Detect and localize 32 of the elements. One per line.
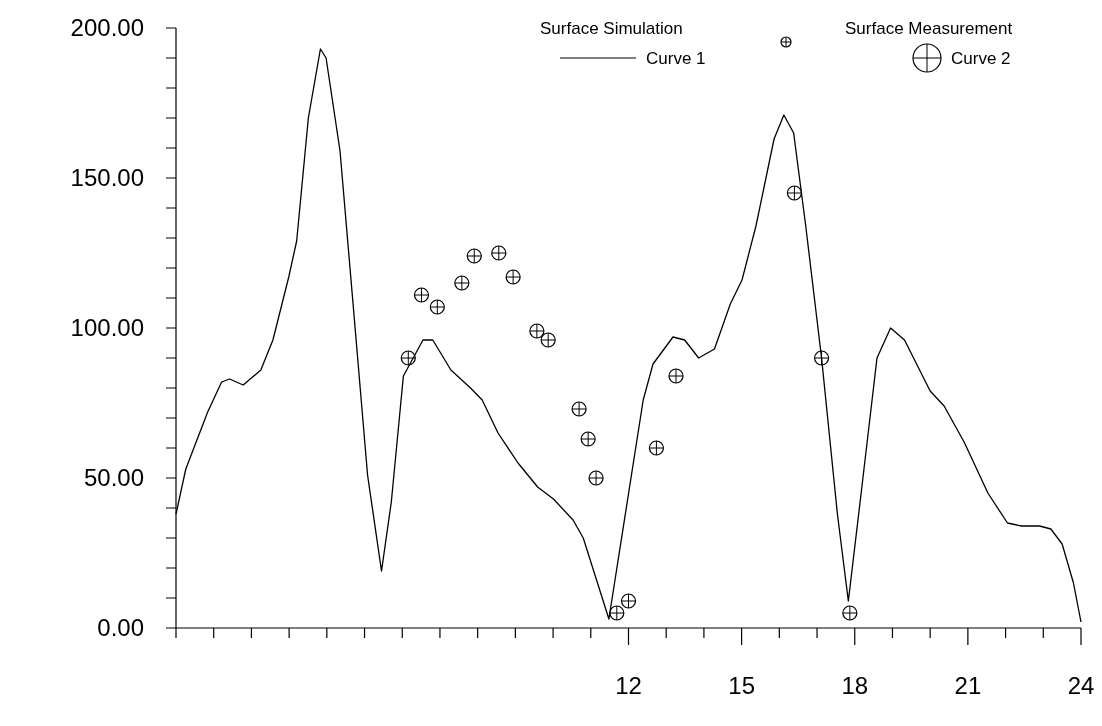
x-tick-label: 24	[1067, 672, 1095, 699]
point	[540, 332, 556, 348]
y-tick-label: 50.00	[83, 464, 144, 492]
point	[400, 350, 416, 366]
point	[571, 401, 587, 417]
annotation: Surface Measurement	[845, 19, 1013, 38]
x-tick-label: 15	[728, 672, 755, 699]
annotation: Surface Simulation	[540, 19, 683, 38]
x-tick-label: 12	[615, 672, 642, 699]
legend-label: Curve 1	[646, 49, 706, 68]
y-tick-label: 150.00	[70, 164, 144, 192]
point	[466, 248, 482, 264]
y-tick-label: 100.00	[70, 314, 144, 342]
point	[609, 605, 625, 621]
point	[842, 605, 858, 621]
y-tick-label: 0.00	[97, 614, 144, 642]
point	[505, 269, 521, 285]
point	[786, 185, 803, 201]
point	[491, 245, 507, 261]
legend-label: Curve 2	[951, 49, 1011, 68]
point	[668, 368, 684, 384]
point	[580, 431, 596, 447]
point	[529, 323, 545, 339]
point	[413, 287, 430, 303]
point	[454, 275, 470, 291]
point	[588, 470, 604, 486]
y-tick-label: 200.00	[70, 14, 144, 42]
point	[429, 299, 445, 315]
x-tick-label: 21	[954, 672, 982, 699]
x-tick-label: 18	[841, 672, 869, 699]
point	[620, 593, 637, 609]
point	[648, 440, 664, 456]
